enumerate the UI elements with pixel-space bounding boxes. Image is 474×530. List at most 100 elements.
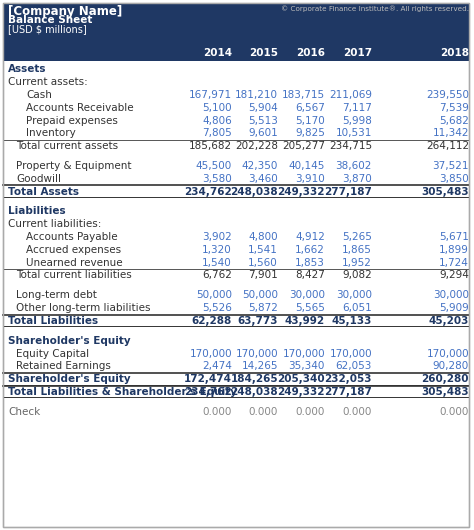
Text: 1,865: 1,865 [342, 245, 372, 255]
Text: 2018: 2018 [440, 48, 469, 58]
Text: Other long-term liabilities: Other long-term liabilities [16, 303, 151, 313]
Text: 181,210: 181,210 [235, 90, 278, 100]
Text: 234,715: 234,715 [329, 141, 372, 151]
Text: 239,550: 239,550 [426, 90, 469, 100]
Text: 9,825: 9,825 [295, 128, 325, 138]
Text: 5,671: 5,671 [439, 232, 469, 242]
Text: Liabilities: Liabilities [8, 207, 65, 216]
Text: Assets: Assets [8, 65, 46, 74]
Text: Inventory: Inventory [26, 128, 76, 138]
FancyBboxPatch shape [3, 3, 469, 527]
Text: 7,117: 7,117 [342, 103, 372, 113]
Text: 38,602: 38,602 [336, 161, 372, 171]
Text: Total Assets: Total Assets [8, 187, 79, 197]
Text: 35,340: 35,340 [289, 361, 325, 372]
Text: Total Liabilities & Shareholder's Equity: Total Liabilities & Shareholder's Equity [8, 387, 237, 397]
Text: 43,992: 43,992 [285, 316, 325, 326]
Text: 8,427: 8,427 [295, 270, 325, 280]
Text: Accrued expenses: Accrued expenses [26, 245, 121, 255]
Text: 30,000: 30,000 [433, 290, 469, 301]
Text: 264,112: 264,112 [426, 141, 469, 151]
Text: 3,870: 3,870 [342, 174, 372, 184]
Text: 1,540: 1,540 [202, 258, 232, 268]
Text: Balance Sheet: Balance Sheet [8, 15, 92, 25]
Text: 3,580: 3,580 [202, 174, 232, 184]
Text: 5,526: 5,526 [202, 303, 232, 313]
Text: 249,332: 249,332 [277, 187, 325, 197]
Text: 0.000: 0.000 [296, 407, 325, 417]
Text: 1,320: 1,320 [202, 245, 232, 255]
Text: Shareholder's Equity: Shareholder's Equity [8, 374, 131, 384]
Text: 45,500: 45,500 [196, 161, 232, 171]
Text: 0.000: 0.000 [343, 407, 372, 417]
Text: 45,203: 45,203 [428, 316, 469, 326]
Text: 3,850: 3,850 [439, 174, 469, 184]
Text: 249,332: 249,332 [277, 387, 325, 397]
Text: 305,483: 305,483 [421, 387, 469, 397]
Text: 40,145: 40,145 [289, 161, 325, 171]
Text: 248,038: 248,038 [230, 187, 278, 197]
Text: 172,474: 172,474 [184, 374, 232, 384]
Text: Total Liabilities: Total Liabilities [8, 316, 98, 326]
Text: 7,901: 7,901 [248, 270, 278, 280]
Text: [Company Name]: [Company Name] [8, 5, 122, 18]
Text: Accounts Payable: Accounts Payable [26, 232, 118, 242]
Text: 9,601: 9,601 [248, 128, 278, 138]
Text: 6,762: 6,762 [202, 270, 232, 280]
Text: 170,000: 170,000 [236, 349, 278, 359]
Text: Long-term debt: Long-term debt [16, 290, 97, 301]
Text: 37,521: 37,521 [432, 161, 469, 171]
Text: 45,133: 45,133 [332, 316, 372, 326]
Text: 1,560: 1,560 [248, 258, 278, 268]
Text: 5,909: 5,909 [439, 303, 469, 313]
Text: 277,187: 277,187 [324, 387, 372, 397]
Text: 5,100: 5,100 [202, 103, 232, 113]
Text: 30,000: 30,000 [289, 290, 325, 301]
Text: 205,340: 205,340 [277, 374, 325, 384]
Text: 7,539: 7,539 [439, 103, 469, 113]
Text: 90,280: 90,280 [433, 361, 469, 372]
Text: 234,762: 234,762 [184, 187, 232, 197]
Text: Prepaid expenses: Prepaid expenses [26, 116, 118, 126]
Text: 6,051: 6,051 [342, 303, 372, 313]
Text: 184,265: 184,265 [230, 374, 278, 384]
Text: 3,902: 3,902 [202, 232, 232, 242]
Text: 170,000: 170,000 [427, 349, 469, 359]
Text: 4,800: 4,800 [248, 232, 278, 242]
Text: 5,904: 5,904 [248, 103, 278, 113]
Text: 1,662: 1,662 [295, 245, 325, 255]
Text: Current liabilities:: Current liabilities: [8, 219, 101, 229]
Text: 305,483: 305,483 [421, 187, 469, 197]
Text: Total current assets: Total current assets [16, 141, 118, 151]
Text: 62,053: 62,053 [336, 361, 372, 372]
Text: 9,082: 9,082 [342, 270, 372, 280]
Text: 0.000: 0.000 [202, 407, 232, 417]
Text: 211,069: 211,069 [329, 90, 372, 100]
Text: 5,872: 5,872 [248, 303, 278, 313]
Text: 234,762: 234,762 [184, 387, 232, 397]
Text: 3,910: 3,910 [295, 174, 325, 184]
Text: 5,170: 5,170 [295, 116, 325, 126]
Text: 248,038: 248,038 [230, 387, 278, 397]
Text: 1,952: 1,952 [342, 258, 372, 268]
Text: 170,000: 170,000 [329, 349, 372, 359]
Text: Current assets:: Current assets: [8, 77, 88, 87]
Text: 277,187: 277,187 [324, 187, 372, 197]
Text: 232,053: 232,053 [325, 374, 372, 384]
Text: Total current liabilities: Total current liabilities [16, 270, 132, 280]
Text: Unearned revenue: Unearned revenue [26, 258, 123, 268]
Text: 170,000: 170,000 [190, 349, 232, 359]
Text: 1,724: 1,724 [439, 258, 469, 268]
Text: 5,565: 5,565 [295, 303, 325, 313]
Text: 5,265: 5,265 [342, 232, 372, 242]
Text: [USD $ millions]: [USD $ millions] [8, 24, 87, 34]
Text: 185,682: 185,682 [189, 141, 232, 151]
Text: Equity Capital: Equity Capital [16, 349, 89, 359]
Text: 167,971: 167,971 [189, 90, 232, 100]
Text: 2014: 2014 [203, 48, 232, 58]
Text: 260,280: 260,280 [421, 374, 469, 384]
Text: 2015: 2015 [249, 48, 278, 58]
Text: 11,342: 11,342 [432, 128, 469, 138]
Text: 205,277: 205,277 [282, 141, 325, 151]
Text: 202,228: 202,228 [235, 141, 278, 151]
